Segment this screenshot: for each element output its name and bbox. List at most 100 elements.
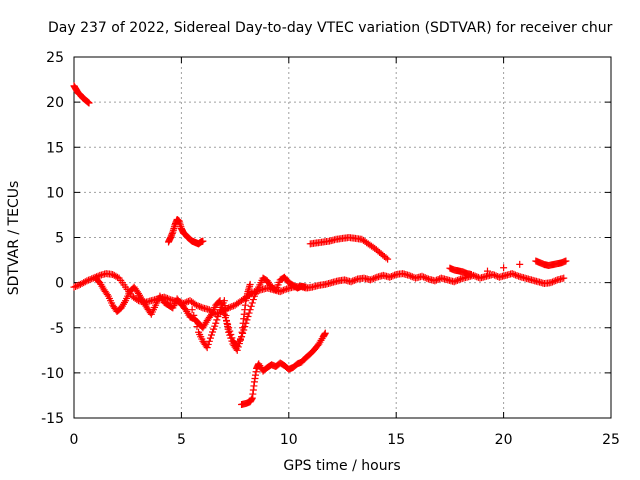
- y-tick-label: 10: [46, 185, 64, 201]
- data-point-interp: [434, 275, 442, 283]
- data-point-interp: [370, 275, 378, 283]
- data-point: [83, 277, 91, 285]
- data-point-interp: [236, 336, 244, 344]
- data-point-interp: [550, 277, 558, 285]
- y-tick-label: 5: [55, 231, 64, 247]
- data-point-interp: [206, 334, 214, 342]
- data-point-interp: [248, 299, 256, 307]
- data-point-interp: [279, 286, 287, 294]
- data-point-interp: [204, 340, 212, 348]
- data-point: [347, 278, 355, 286]
- data-point-interp: [249, 296, 257, 304]
- data-point: [203, 344, 211, 352]
- data-point-interp: [352, 276, 360, 284]
- chart-title: Day 237 of 2022, Sidereal Day-to-day VTE…: [48, 20, 613, 36]
- data-point: [467, 271, 475, 279]
- data-point-interp: [244, 312, 252, 320]
- data-point-interp: [210, 325, 218, 333]
- data-point-interp: [421, 274, 429, 282]
- data-point: [70, 283, 78, 291]
- data-point: [233, 346, 241, 354]
- data-point-interp: [235, 340, 243, 348]
- data-point-interp: [423, 274, 431, 282]
- data-point: [386, 273, 394, 281]
- data-point-interp: [511, 271, 519, 279]
- data-point-interp: [193, 323, 201, 331]
- y-tick-label: -10: [41, 366, 64, 382]
- data-point: [547, 279, 555, 287]
- grid: [74, 57, 611, 418]
- data-point-interp: [72, 282, 80, 290]
- series-low-branch: [238, 329, 329, 408]
- data-point-interp: [213, 316, 221, 324]
- series-hour11-14: [306, 234, 392, 263]
- x-tick-label: 20: [495, 432, 513, 448]
- data-point-interp: [113, 273, 121, 281]
- data-point-interp: [552, 277, 560, 285]
- data-point-interp: [86, 275, 94, 283]
- data-point: [450, 278, 458, 286]
- y-tick-label: -15: [41, 411, 64, 427]
- data-point: [489, 271, 497, 279]
- data-point-interp: [349, 277, 357, 285]
- data-point-interp: [278, 287, 286, 295]
- data-point-interp: [163, 294, 171, 302]
- data-point: [418, 272, 426, 280]
- data-point-interp: [247, 302, 255, 310]
- data-point-interp: [214, 312, 222, 320]
- data-point: [562, 257, 570, 265]
- data-point: [85, 99, 93, 107]
- x-tick-label: 15: [387, 432, 405, 448]
- data-point-interp: [455, 276, 463, 284]
- data-point-interp: [382, 254, 390, 262]
- data-point-interp: [371, 274, 379, 282]
- y-axis-label: SDTVAR / TECUs: [6, 181, 22, 296]
- data-point-interp: [452, 277, 460, 285]
- data-point-interp: [500, 264, 508, 272]
- data-point-interp: [420, 273, 428, 281]
- data-point-interp: [548, 278, 556, 286]
- data-point: [321, 329, 329, 337]
- data-point-interp: [281, 286, 289, 294]
- data-point-interp: [234, 343, 242, 351]
- ticks: 0 5 10 15 20 25 -15 -10 -5 0 5 10 15 20 25: [41, 50, 620, 448]
- data-point-interp: [228, 303, 236, 311]
- data-point-interp: [432, 276, 440, 284]
- y-tick-label: -5: [50, 321, 64, 337]
- data-point-interp: [215, 309, 223, 317]
- data-point-interp: [483, 267, 491, 275]
- data-point-interp: [194, 302, 202, 310]
- series-baseline-a: [70, 270, 568, 318]
- data-point-interp: [245, 309, 253, 317]
- series-late-high: [446, 257, 570, 279]
- data-point-interp: [368, 275, 376, 283]
- data-point-interp: [81, 278, 89, 286]
- data-point: [405, 271, 413, 279]
- y-tick-label: 0: [55, 276, 64, 292]
- data-point-interp: [211, 322, 219, 330]
- data-point-interp: [513, 272, 521, 280]
- data-point: [384, 255, 392, 263]
- data-point: [246, 280, 254, 288]
- data-point-interp: [350, 276, 358, 284]
- data-point: [199, 237, 207, 245]
- x-axis-label: GPS time / hours: [283, 458, 400, 474]
- data-point-interp: [407, 272, 415, 280]
- data-point: [560, 274, 568, 282]
- data-series: [70, 82, 570, 408]
- data-point-interp: [453, 276, 461, 284]
- data-point-interp: [516, 260, 524, 268]
- data-point-interp: [408, 273, 416, 281]
- data-point-interp: [490, 271, 498, 279]
- series-early-high: [70, 82, 93, 107]
- x-tick-label: 10: [280, 432, 298, 448]
- x-tick-label: 5: [177, 432, 186, 448]
- data-point-interp: [473, 273, 481, 281]
- data-point-interp: [206, 312, 214, 320]
- data-point: [431, 277, 439, 285]
- data-point-interp: [75, 281, 83, 289]
- series-hour5-bump: [165, 215, 207, 248]
- data-point-interp: [190, 311, 198, 319]
- x-tick-label: 25: [602, 432, 620, 448]
